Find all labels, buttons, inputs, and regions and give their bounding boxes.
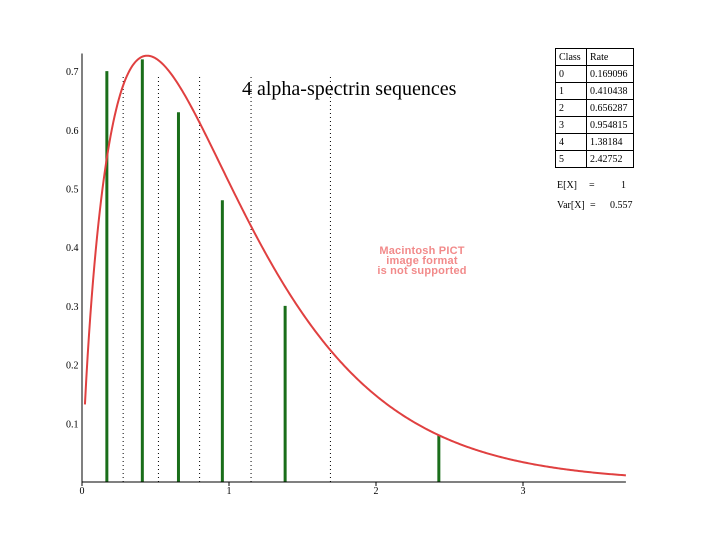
variance-label: Var[X] <box>557 200 585 211</box>
table-cell-class: 4 <box>555 133 587 151</box>
table-row: 1 0.410438 <box>555 82 634 100</box>
tick-labels: 0 1 2 3 0.1 0.2 0.3 0.4 0.5 0.6 0.7 <box>66 67 526 497</box>
x-tick-label: 3 <box>521 486 526 497</box>
y-tick-label: 0.3 <box>66 302 79 313</box>
table-cell-class: 0 <box>555 65 587 83</box>
watermark-line: Macintosh PICT <box>379 245 465 257</box>
y-tick-label: 0.5 <box>66 185 79 196</box>
table-header-class: Class <box>555 48 587 66</box>
variance-value: 0.557 <box>610 200 633 211</box>
mean-equals: = <box>589 180 595 191</box>
boundary-lines <box>122 76 331 482</box>
chart-title: 4 alpha-spectrin sequences <box>242 78 457 100</box>
watermark-line: image format <box>386 255 458 267</box>
y-tick-label: 0.4 <box>66 243 79 254</box>
mean-label: E[X] <box>557 180 577 191</box>
y-tick-label: 0.1 <box>66 419 79 430</box>
variance-equals: = <box>590 200 596 211</box>
table-cell-rate: 0.954815 <box>586 116 634 134</box>
watermark-line: is not supported <box>377 265 467 277</box>
table-cell-rate: 0.656287 <box>586 99 634 117</box>
table-cell-class: 5 <box>555 150 587 168</box>
table-header-row: Class Rate <box>555 48 634 66</box>
y-tick-label: 0.7 <box>66 67 79 78</box>
table-cell-rate: 1.38184 <box>586 133 634 151</box>
table-cell-rate: 0.410438 <box>586 82 634 100</box>
table-row: 0 0.169096 <box>555 65 634 83</box>
pict-watermark: Macintosh PICT image format is not suppo… <box>352 245 492 277</box>
y-tick-label: 0.6 <box>66 126 79 137</box>
table-row: 3 0.954815 <box>555 116 634 134</box>
x-tick-label: 0 <box>80 486 85 497</box>
y-tick-label: 0.2 <box>66 361 79 372</box>
table-cell-class: 1 <box>555 82 587 100</box>
table-row: 2 0.656287 <box>555 99 634 117</box>
axes <box>81 53 626 483</box>
table-row: 5 2.42752 <box>555 150 634 168</box>
table-cell-class: 2 <box>555 99 587 117</box>
table-cell-rate: 2.42752 <box>586 150 634 168</box>
table-header-rate: Rate <box>586 48 634 66</box>
table-row: 4 1.38184 <box>555 133 634 151</box>
mean-value: 1 <box>621 180 626 191</box>
table-cell-rate: 0.169096 <box>586 65 634 83</box>
density-curve <box>83 54 626 477</box>
x-tick-label: 2 <box>374 486 379 497</box>
x-tick-label: 1 <box>227 486 232 497</box>
rate-table: Class Rate 0 0.169096 1 0.410438 2 0.656… <box>555 48 634 168</box>
rate-bars <box>105 59 441 482</box>
table-cell-class: 3 <box>555 116 587 134</box>
